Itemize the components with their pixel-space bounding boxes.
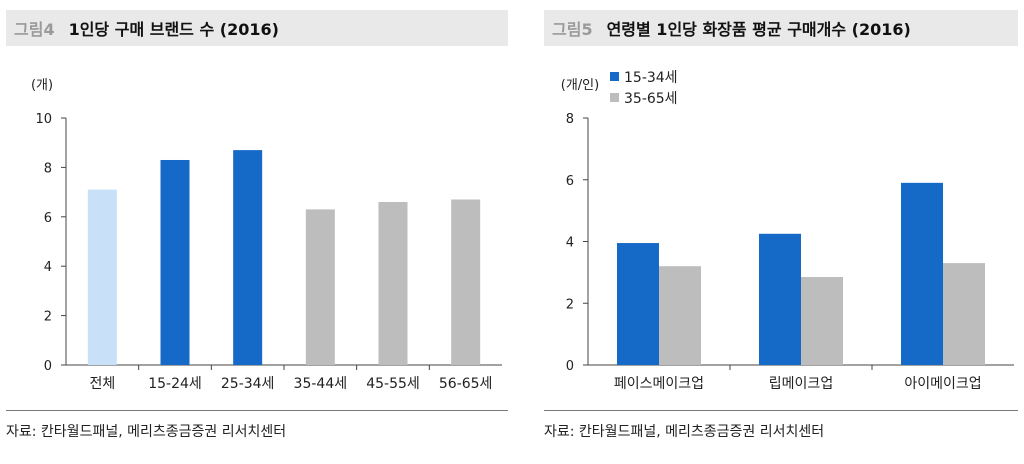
bar: [659, 266, 701, 365]
y-unit-label: (개): [31, 78, 53, 93]
x-category-label: 35-44세: [294, 376, 348, 392]
chart-panel-brands: 그림4 1인당 구매 브랜드 수 (2016) (개) 0 2 4 6 8 10 전체 15-2…: [6, 10, 508, 440]
figure-label: 그림4: [14, 20, 55, 39]
x-category-label: 전체: [89, 376, 115, 392]
bar: [759, 233, 801, 365]
bar: [617, 243, 659, 365]
bar: [233, 150, 263, 365]
source-note: 자료: 칸타월드패널, 메리츠종금증권 리서치센터: [6, 424, 287, 440]
x-category-label: 페이스메이크업: [614, 376, 704, 392]
bar: [378, 201, 408, 365]
legend-label: 15-34세: [624, 70, 678, 86]
bar: [901, 182, 943, 365]
y-tick-label: 0: [44, 359, 52, 374]
chart-panel-cosmetics: 그림5 연령별 1인당 화장품 평균 구매개수 (2016) (개/인) 15-3…: [540, 0, 1024, 464]
x-category-label: 15-24세: [148, 376, 202, 392]
bar: [943, 263, 985, 365]
y-tick-label: 0: [566, 359, 574, 374]
y-tick-label: 6: [566, 174, 574, 189]
x-category-label: 45-55세: [366, 376, 420, 392]
bar: [801, 277, 843, 365]
y-tick-label: 2: [44, 310, 52, 325]
legend-label: 35-65세: [624, 91, 678, 107]
bar: [451, 199, 481, 365]
title-bar: 그림4 1인당 구매 브랜드 수 (2016): [6, 10, 508, 46]
chart-title: 1인당 구매 브랜드 수 (2016): [68, 20, 279, 39]
y-tick-label: 4: [44, 260, 52, 275]
bar-chart-brands: (개) 0 2 4 6 8 10 전체 15-24세 25-34세 35-44세 45-55세 56-6…: [31, 78, 502, 392]
y-unit-label: (개/인): [561, 78, 599, 93]
title-bar: 그림5 연령별 1인당 화장품 평균 구매개수 (2016): [544, 10, 1018, 46]
x-category-label: 아이메이크업: [904, 376, 981, 392]
chart-title: 연령별 1인당 화장품 평균 구매개수 (2016): [606, 20, 911, 39]
x-category-label: 56-65세: [439, 376, 493, 392]
bar: [305, 209, 335, 365]
source-note: 자료: 칸타월드패널, 메리츠종금증권 리서치센터: [544, 424, 825, 440]
bar: [87, 189, 117, 365]
bar: [160, 159, 190, 365]
y-tick-label: 2: [566, 297, 574, 312]
legend-swatch: [610, 93, 619, 102]
footer-divider: [544, 410, 1018, 411]
x-category-label: 립메이크업: [769, 376, 833, 392]
legend-swatch: [610, 72, 619, 81]
y-tick-label: 8: [566, 112, 574, 127]
bar-chart-cosmetics: (개/인) 15-34세 35-65세 0 2 4 6 8 페이스메이크업 립메이크업 아이메이크업: [561, 70, 1014, 392]
x-category-label: 25-34세: [221, 376, 275, 392]
y-tick-label: 8: [44, 161, 52, 176]
footer-divider: [6, 410, 508, 411]
y-tick-label: 4: [566, 236, 574, 251]
y-tick-label: 6: [44, 211, 52, 226]
y-tick-label: 10: [35, 112, 52, 127]
figure-label: 그림5: [552, 20, 593, 39]
